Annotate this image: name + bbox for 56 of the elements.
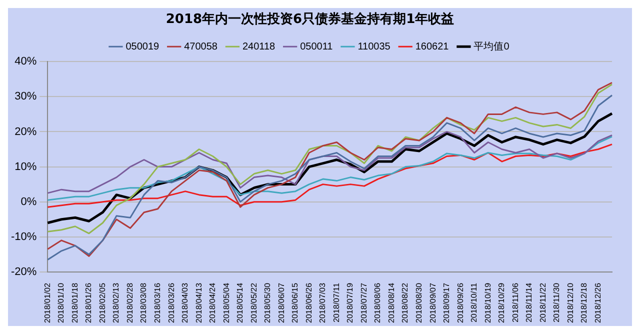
x-tick-label: 2018/05/30: [263, 282, 272, 324]
y-tick-label: 30%: [14, 90, 37, 103]
x-tick-label: 2018/01/10: [56, 282, 66, 324]
x-tick-label: 2018/07/03: [318, 282, 328, 324]
x-tick-label: 2018/08/30: [414, 282, 424, 324]
x-tick-label: 2018/05/04: [222, 282, 231, 324]
x-tick-label: 2018/10/11: [470, 282, 479, 322]
x-tick-label: 2018/11/06: [510, 282, 520, 322]
y-tick-label: -10%: [10, 230, 37, 243]
x-tick-label: 2018/09/07: [428, 282, 438, 324]
x-tick-label: 2018/09/17: [442, 282, 452, 324]
x-tick-label: 2018/05/22: [249, 282, 258, 324]
legend-label: 050011: [300, 41, 334, 52]
x-tick-label: 2018/04/24: [208, 282, 218, 324]
x-tick-label: 2018/10/29: [497, 282, 506, 324]
x-tick-label: 2018/06/15: [290, 282, 300, 324]
x-tick-label: 2018/07/19: [346, 282, 355, 324]
x-tick-label: 2018/01/02: [42, 282, 52, 324]
chart-title: 2018年内一次性投资6只债券基金持有期1年收益: [166, 12, 454, 28]
x-tick-label: 2018/11/22: [538, 282, 548, 322]
legend-label: 050019: [126, 41, 160, 52]
x-tick-label: 2018/08/06: [373, 282, 382, 324]
x-tick-label: 2018/05/14: [236, 282, 245, 324]
x-tick-label: 2018/08/14: [386, 282, 396, 324]
x-tick-label: 2018/11/14: [524, 282, 534, 322]
x-tick-label: 2018/12/18: [580, 282, 589, 324]
y-tick-label: -20%: [10, 266, 37, 278]
x-tick-label: 2018/07/27: [359, 282, 368, 324]
x-tick-label: 2018/01/18: [70, 282, 80, 324]
y-tick-label: 20%: [14, 126, 37, 138]
x-tick-label: 2018/04/03: [180, 282, 190, 324]
x-tick-label: 2018/06/07: [276, 282, 286, 324]
x-tick-label: 2018/12/10: [566, 282, 575, 324]
x-tick-label: 2018/11/30: [552, 282, 562, 322]
x-tick-label: 2018/07/11: [332, 282, 341, 322]
legend-label: 470058: [184, 41, 218, 52]
x-tick-label: 2018/02/13: [112, 282, 121, 324]
y-tick-label: 10%: [14, 160, 37, 173]
y-tick-label: 0%: [20, 196, 37, 208]
legend-label: 160621: [415, 41, 450, 52]
x-tick-label: 2018/09/26: [456, 282, 465, 324]
x-tick-label: 2018/03/08: [139, 282, 148, 324]
legend-label: 平均值0: [474, 40, 510, 52]
x-tick-label: 2018/04/13: [194, 282, 204, 324]
x-tick-label: 2018/03/26: [166, 282, 176, 324]
x-tick-label: 2018/02/05: [98, 282, 107, 324]
y-tick-label: 40%: [14, 56, 37, 68]
x-tick-label: 2018/10/19: [483, 282, 492, 324]
x-tick-label: 2018/08/22: [400, 282, 410, 324]
x-tick-label: 2018/12/26: [593, 282, 602, 324]
x-tick-label: 2018/02/28: [125, 282, 134, 324]
legend-label: 110035: [358, 41, 391, 52]
x-tick-label: 2018/03/16: [152, 282, 162, 324]
x-tick-label: 2018/01/26: [84, 282, 94, 324]
x-tick-label: 2018/06/26: [304, 282, 314, 324]
legend-label: 240118: [242, 41, 276, 52]
